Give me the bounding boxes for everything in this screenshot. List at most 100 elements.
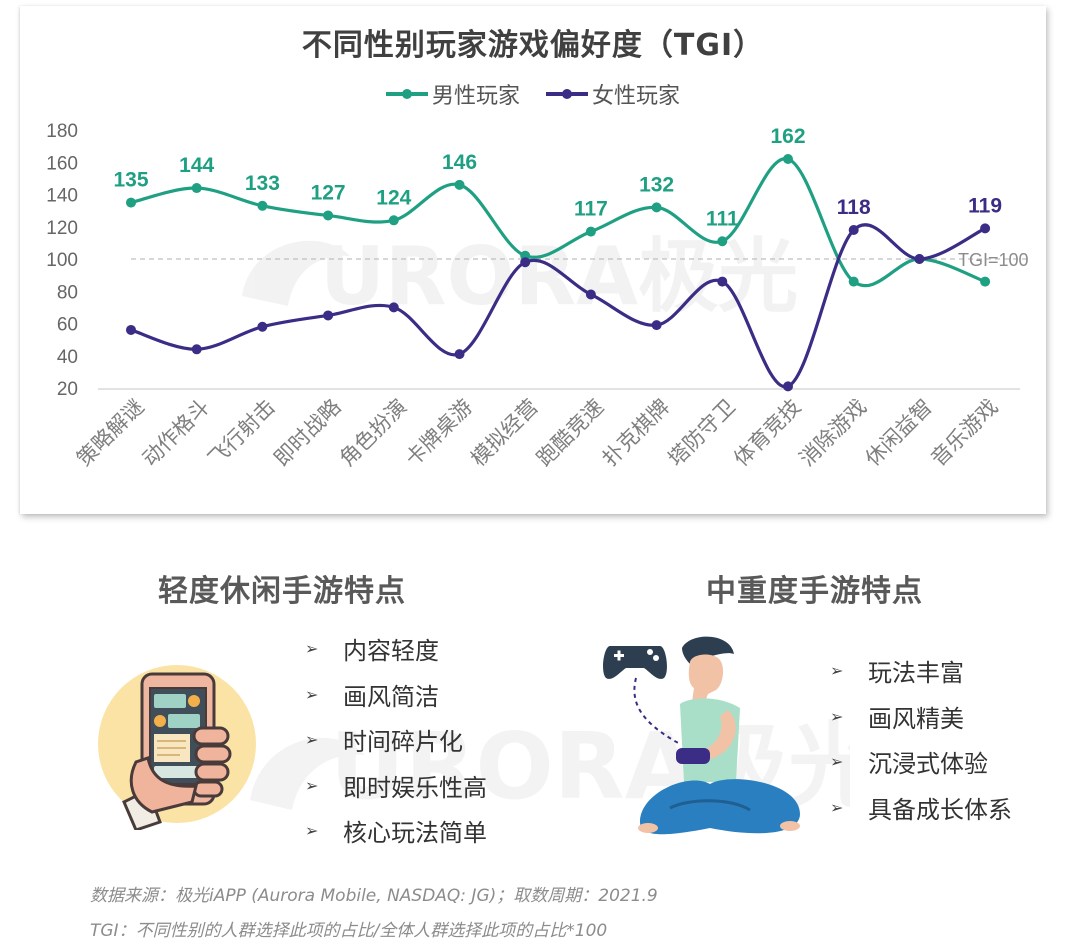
- data-label: 111: [706, 207, 739, 230]
- chart-title: 不同性别玩家游戏偏好度（TGI）: [301, 28, 765, 63]
- female-point: [651, 320, 662, 331]
- legend-item-male: 男性玩家: [385, 78, 520, 110]
- y-tick-label: 20: [57, 379, 78, 400]
- y-tick-label: 60: [57, 315, 78, 336]
- list-item-label: 玩法丰富: [868, 659, 964, 688]
- male-point: [585, 226, 596, 237]
- male-point: [126, 197, 136, 208]
- chart-legend: 男性玩家 女性玩家: [20, 78, 1046, 110]
- x-tick-label: 策略解谜: [72, 395, 148, 471]
- data-label: 127: [311, 181, 346, 204]
- source-footnote: 数据来源：极光iAPP (Aurora Mobile, NASDAQ: JG)；…: [90, 886, 658, 906]
- y-tick-label: 80: [57, 282, 78, 303]
- x-tick-label: 动作格斗: [138, 395, 214, 471]
- arrow-bullet-icon: ➢: [305, 730, 319, 750]
- y-tick-label: 140: [46, 186, 78, 207]
- legend-item-female: 女性玩家: [546, 78, 680, 110]
- data-label: 162: [770, 125, 805, 148]
- gamer-icon: [603, 636, 800, 835]
- series-line-male: [130, 157, 986, 288]
- gamepad-icon: [603, 646, 667, 679]
- data-label: 119: [968, 194, 1002, 217]
- male-point: [257, 200, 268, 211]
- female-point: [783, 381, 793, 392]
- chart-card: URORA极光 180 160 140 120 100 80 60 40 20 策略解谜 动作格斗…: [20, 6, 1046, 514]
- tgi-footnote: TGI：不同性别的人群选择此项的占比/全体人群选择此项的占比*100: [90, 921, 608, 941]
- heavy-features-list: ➢ 玩法丰富 ➢ 画风精美 ➢ 沉浸式体验 ➢ 具备成长体系: [830, 648, 1012, 830]
- x-tick-label: 体育竞技: [729, 395, 805, 471]
- y-tick-label: 160: [46, 153, 78, 174]
- y-tick-label: 120: [46, 218, 78, 239]
- y-tick-label: 180: [46, 121, 78, 142]
- female-point: [126, 324, 136, 335]
- data-label: 117: [574, 198, 608, 221]
- female-point: [914, 254, 925, 264]
- data-label: 132: [639, 173, 674, 196]
- x-tick-label: 即时战略: [269, 395, 345, 471]
- data-label: 133: [245, 172, 280, 195]
- smartphone-hand-icon: [98, 665, 256, 830]
- y-tick-label: 100: [46, 250, 78, 271]
- arrow-bullet-icon: ➢: [830, 752, 844, 772]
- x-tick-label: 跑酷竞速: [532, 395, 608, 471]
- legend-label-female: 女性玩家: [592, 84, 681, 109]
- legend-label-male: 男性玩家: [431, 84, 520, 109]
- heavy-section-title: 中重度手游特点: [706, 574, 923, 609]
- female-point: [454, 349, 465, 360]
- light-section-title: 轻度休闲手游特点: [158, 574, 406, 609]
- male-point: [454, 179, 465, 190]
- y-tick-label: 40: [57, 347, 78, 368]
- female-point: [388, 302, 399, 313]
- male-point: [651, 202, 662, 213]
- x-tick-label: 音乐游戏: [926, 395, 1002, 471]
- arrow-bullet-icon: ➢: [830, 706, 844, 726]
- male-point: [323, 210, 334, 221]
- arrow-bullet-icon: ➢: [305, 684, 319, 704]
- list-item-label: 具备成长体系: [868, 795, 1012, 824]
- list-item-label: 沉浸式体验: [868, 750, 988, 779]
- list-item: ➢ 画风简洁: [305, 672, 487, 718]
- watermark-text: URORA极光: [320, 230, 798, 323]
- male-point: [980, 276, 991, 287]
- male-point: [783, 154, 793, 165]
- female-point: [257, 321, 268, 332]
- light-features-list: ➢ 内容轻度 ➢ 画风简洁 ➢ 时间碎片化 ➢ 即时娱乐性高 ➢ 核心玩法简单: [305, 626, 487, 854]
- data-label: 118: [837, 196, 871, 219]
- arrow-bullet-icon: ➢: [305, 775, 319, 795]
- list-item-label: 核心玩法简单: [343, 819, 487, 848]
- x-tick-label: 模拟经营: [466, 395, 542, 471]
- arrow-bullet-icon: ➢: [305, 639, 319, 659]
- male-point: [191, 183, 202, 194]
- data-label: 124: [376, 186, 411, 209]
- male-point: [848, 276, 859, 287]
- tgi-line-chart: URORA极光 180 160 140 120 100 80 60 40 20 策略解谜动作格斗…: [46, 121, 1030, 471]
- female-point: [717, 276, 728, 287]
- x-tick-label: 飞行射击: [204, 395, 280, 471]
- male-point: [717, 236, 728, 247]
- list-item: ➢ 具备成长体系: [830, 785, 1012, 831]
- list-item-label: 即时娱乐性高: [343, 773, 487, 802]
- list-item: ➢ 时间碎片化: [305, 717, 487, 763]
- list-item: ➢ 沉浸式体验: [830, 739, 1012, 785]
- female-point: [520, 257, 531, 268]
- arrow-bullet-icon: ➢: [305, 821, 319, 841]
- reference-line-label: TGI=100: [958, 250, 1029, 270]
- data-label: 135: [113, 169, 148, 192]
- x-tick-label: 扑克棋牌: [598, 395, 674, 471]
- female-point: [191, 344, 202, 355]
- x-tick-label: 卡牌桌游: [401, 395, 477, 471]
- female-point: [980, 223, 991, 234]
- list-item: ➢ 内容轻度: [305, 626, 487, 672]
- list-item: ➢ 画风精美: [830, 694, 1012, 740]
- list-item-label: 内容轻度: [343, 637, 439, 666]
- legend-swatch-male: [385, 89, 428, 99]
- list-item: ➢ 玩法丰富: [830, 648, 1012, 694]
- arrow-bullet-icon: ➢: [830, 661, 844, 681]
- arrow-bullet-icon: ➢: [830, 797, 844, 817]
- list-item: ➢ 即时娱乐性高: [305, 763, 487, 809]
- female-point: [848, 224, 859, 235]
- female-point: [323, 310, 334, 321]
- legend-swatch-female: [546, 89, 588, 99]
- list-item-label: 时间碎片化: [343, 728, 463, 757]
- list-item-label: 画风精美: [868, 704, 964, 733]
